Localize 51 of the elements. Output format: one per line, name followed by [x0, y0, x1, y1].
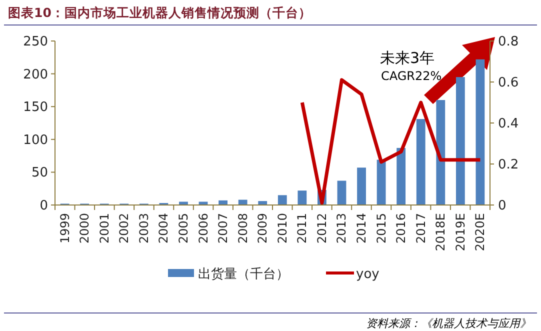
- x-tick-label: 2010: [275, 213, 290, 244]
- y2-tick-label: 0.8: [498, 34, 519, 50]
- x-tick-label: 2003: [136, 213, 151, 244]
- x-tick-label: 2000: [78, 213, 92, 244]
- bar: [179, 202, 188, 205]
- x-tick-label: 2020E: [473, 213, 488, 252]
- x-tick-label: 2016: [394, 213, 408, 244]
- x-tick-label: 2011: [295, 213, 310, 244]
- x-tick-label: 2018E: [434, 213, 448, 252]
- x-tick-label: 2015: [374, 213, 388, 244]
- bar: [436, 100, 446, 205]
- y-tick-label: 100: [23, 132, 48, 148]
- x-tick-label: 2012: [314, 213, 329, 244]
- x-tick-label: 2008: [236, 213, 250, 244]
- x-tick-label: 2009: [256, 213, 270, 244]
- annotation: 未来3年: [380, 49, 435, 67]
- legend-label: yoy: [356, 267, 380, 282]
- x-tick-label: 2005: [176, 213, 190, 244]
- x-tick-label: 2017: [414, 213, 428, 244]
- text: 资料来源：《机器人技术与应用》: [366, 317, 531, 330]
- y-tick-label: 150: [23, 100, 48, 116]
- annotation: CAGR22%: [381, 69, 442, 83]
- bar: [376, 160, 386, 205]
- y2-tick-label: 0.2: [498, 158, 519, 172]
- x-tick-label: 2007: [216, 213, 230, 244]
- x-tick-label: 2001: [97, 213, 112, 244]
- legend-label: 出货量（千台）: [198, 267, 289, 282]
- bar: [416, 119, 426, 205]
- y2-tick-label: 0.6: [498, 76, 519, 90]
- bar: [456, 77, 465, 205]
- x-tick-label: 2014: [354, 213, 369, 244]
- y2-tick-label: 0.4: [498, 116, 519, 132]
- y2-tick-label: 0: [498, 198, 506, 214]
- y-tick-label: 250: [23, 34, 48, 50]
- chart-title: 图表10：国内市场工业机器人销售情况预测（千台）: [8, 5, 312, 20]
- x-tick-label: 2004: [156, 213, 171, 244]
- x-tick-label: 1999: [58, 213, 72, 244]
- bar: [278, 195, 287, 205]
- bar: [476, 59, 485, 205]
- y-tick-label: 200: [23, 67, 48, 82]
- bar: [357, 168, 366, 205]
- bar: [396, 148, 406, 205]
- x-tick-label: 2006: [196, 213, 210, 244]
- y-tick-label: 50: [31, 166, 48, 181]
- x-tick-label: 2019E: [453, 213, 468, 252]
- x-tick-label: 2002: [117, 213, 132, 244]
- x-tick-label: 2013: [334, 213, 349, 244]
- bar: [258, 201, 268, 205]
- bar: [337, 180, 346, 205]
- bar: [298, 190, 307, 205]
- y-tick-label: 0: [40, 198, 48, 214]
